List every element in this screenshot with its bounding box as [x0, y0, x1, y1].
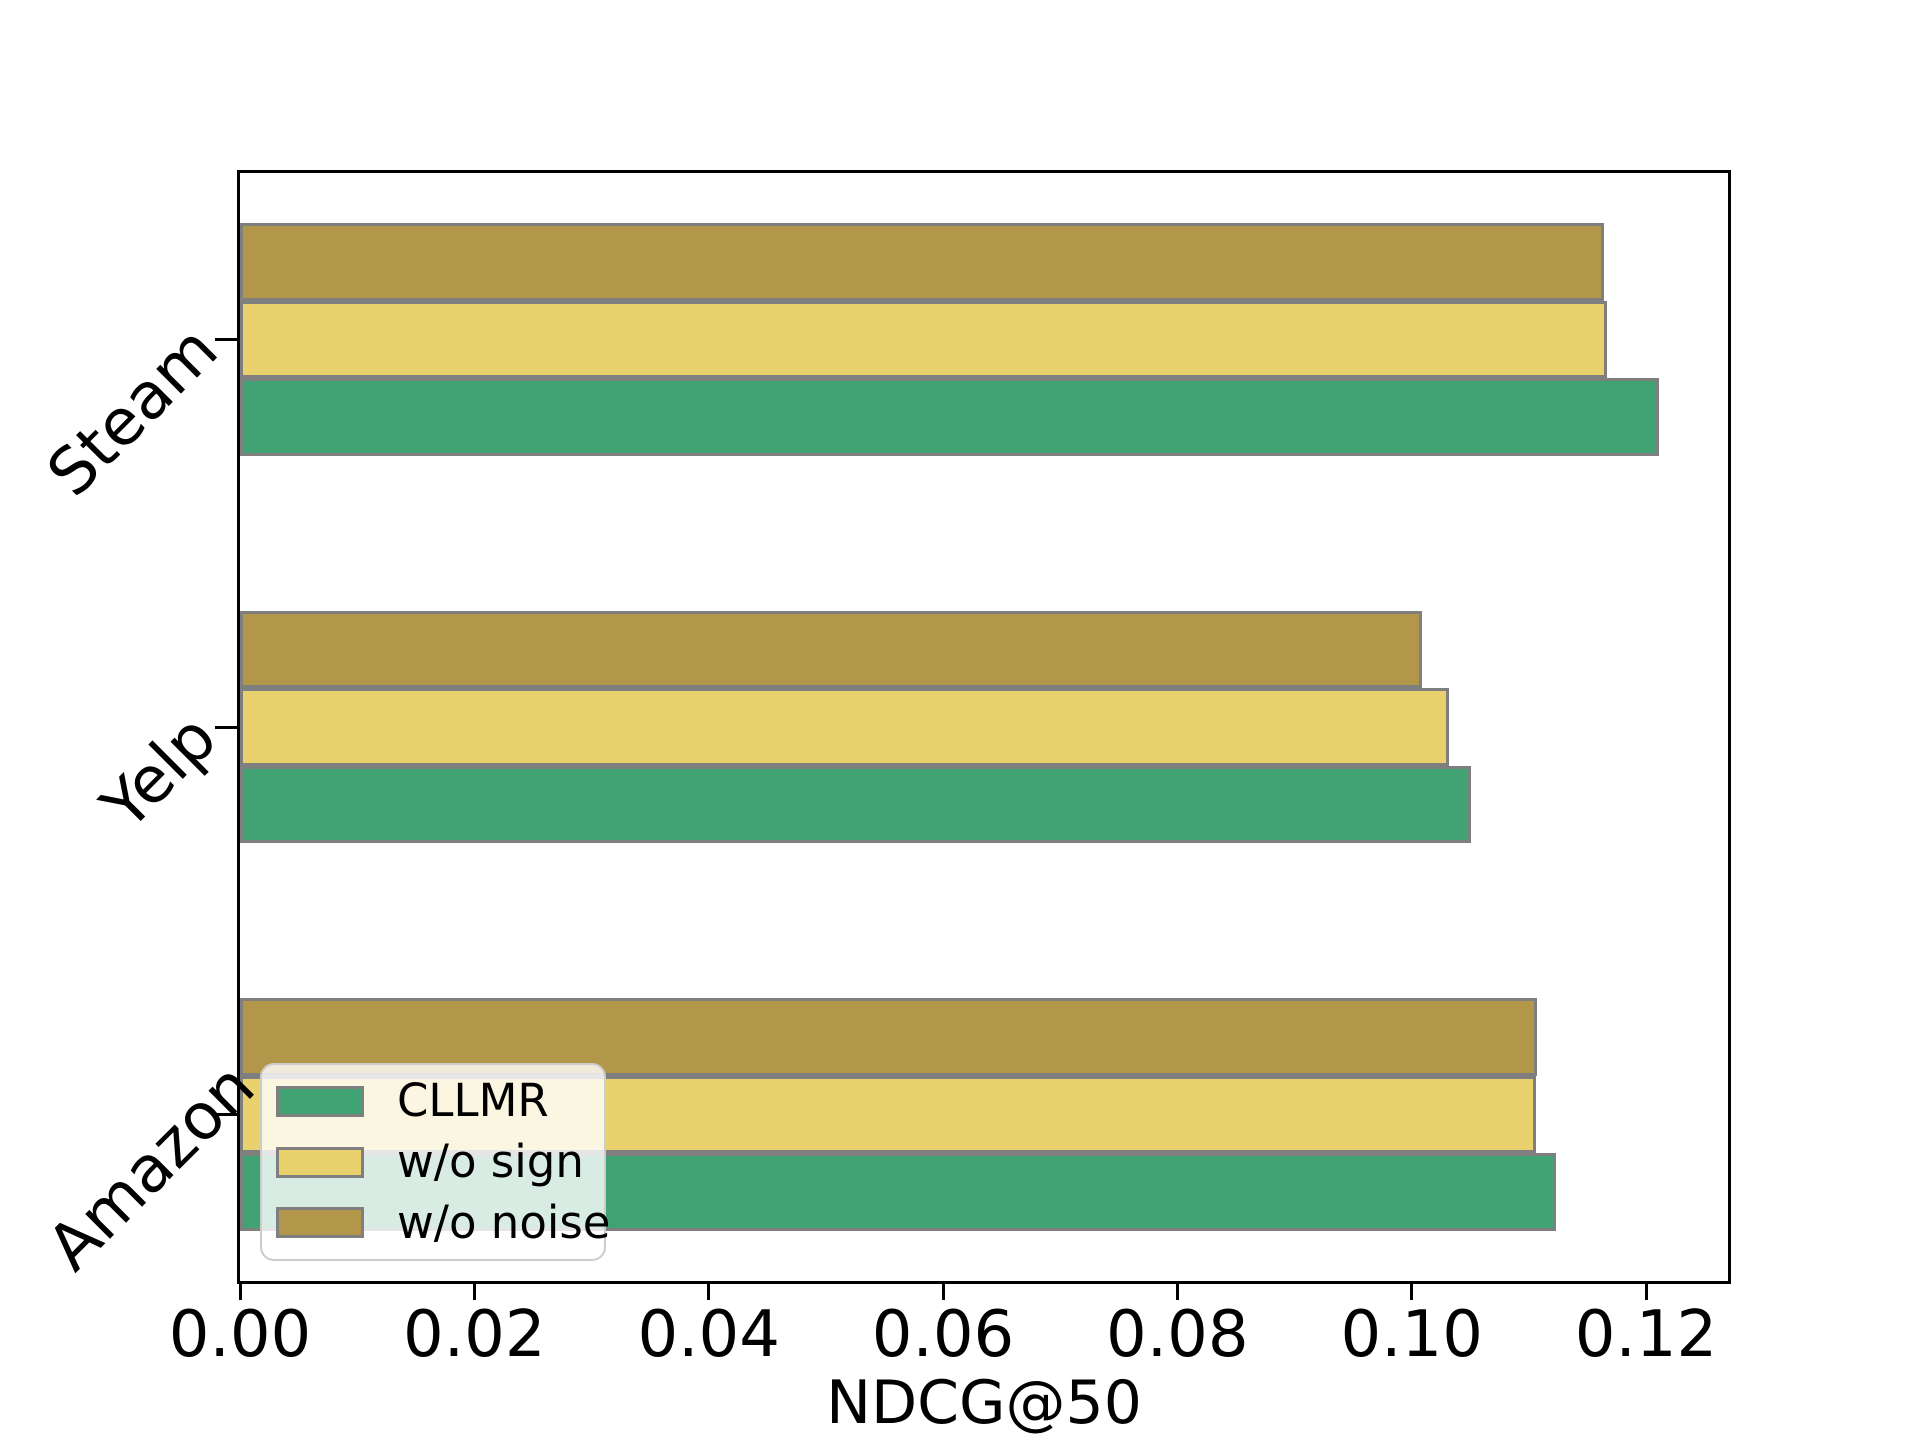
x-tick-label: 0.00	[168, 1298, 312, 1372]
plot-area	[237, 170, 1731, 1284]
legend-swatch-w-o-sign	[276, 1146, 364, 1178]
legend-label: CLLMR	[397, 1074, 549, 1128]
x-tick-label: 0.12	[1574, 1298, 1718, 1372]
legend-entry: w/o noise	[262, 1192, 611, 1253]
x-tick-mark	[941, 1284, 945, 1300]
y-tick-label-yelp: Yelp	[88, 700, 232, 844]
y-tick-label-steam: Steam	[33, 312, 233, 511]
legend-label: w/o noise	[397, 1195, 611, 1249]
x-tick-mark	[238, 1284, 242, 1300]
x-tick-label: 0.06	[871, 1298, 1015, 1372]
x-tick-mark	[707, 1284, 711, 1300]
legend-entry: w/o sign	[262, 1132, 604, 1193]
x-tick-label: 0.02	[403, 1298, 546, 1372]
bar-w-o-noise-amazon	[240, 998, 1537, 1076]
legend-label: w/o sign	[397, 1135, 584, 1188]
bar-w-o-sign-yelp	[240, 688, 1450, 766]
bar-w-o-sign-steam	[240, 300, 1608, 379]
y-tick-mark	[215, 725, 237, 729]
x-tick-mark	[472, 1284, 476, 1300]
x-tick-label: 0.08	[1106, 1298, 1249, 1372]
y-tick-mark	[215, 338, 237, 342]
x-tick-mark	[1175, 1284, 1179, 1300]
legend-swatch-w-o-noise	[276, 1207, 364, 1239]
x-tick-label: 0.04	[637, 1298, 780, 1372]
x-tick-mark	[1410, 1284, 1414, 1300]
y-tick-mark	[215, 1112, 237, 1116]
legend-swatch-cllmr	[276, 1085, 364, 1117]
legend-entry: CLLMR	[262, 1071, 604, 1132]
bar-cllmr-yelp	[240, 765, 1472, 844]
x-tick-mark	[1644, 1284, 1648, 1300]
bar-w-o-noise-steam	[240, 223, 1604, 301]
x-axis-label: NDCG@50	[826, 1368, 1142, 1438]
bar-w-o-noise-yelp	[240, 610, 1423, 689]
x-tick-label: 0.10	[1340, 1298, 1483, 1372]
y-tick-label-amazon: Amazon	[33, 1050, 270, 1286]
legend: CLLMR w/o sign w/o noise	[260, 1063, 611, 1261]
bar-cllmr-steam	[240, 378, 1659, 456]
